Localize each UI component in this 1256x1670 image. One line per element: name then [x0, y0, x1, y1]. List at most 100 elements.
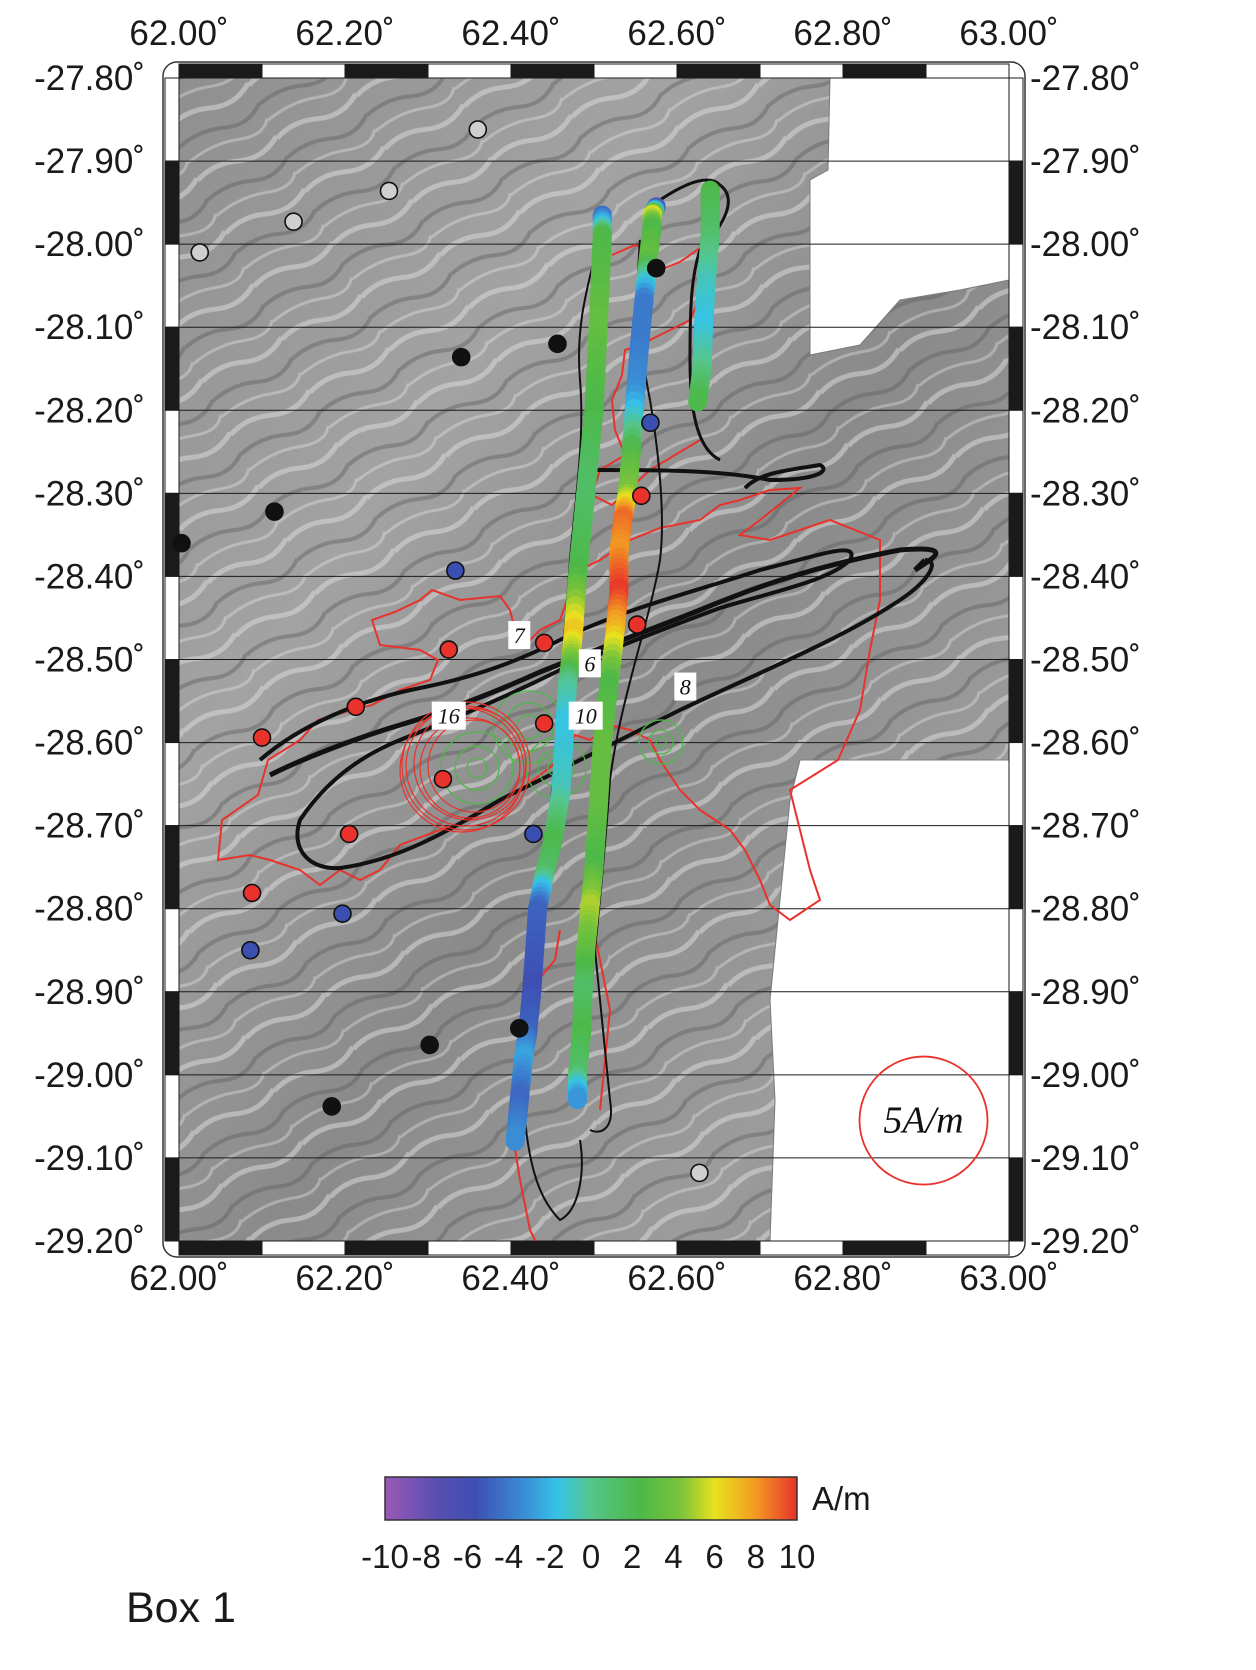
border-segment: [164, 1074, 180, 1159]
scale-circle: 5A/m: [858, 1055, 989, 1186]
border-segment: [164, 908, 180, 993]
station-marker: [379, 181, 399, 201]
station-marker: [242, 883, 262, 903]
border-segment: [164, 409, 180, 494]
lon-tick-label-top: 63.00˚: [959, 14, 1058, 53]
station-marker: [265, 502, 284, 521]
colorbar-unit: A/m: [812, 1480, 871, 1517]
station-markers: [172, 120, 709, 1183]
station-marker: [627, 615, 647, 634]
lat-tick-label-left: -28.50˚: [34, 641, 145, 680]
lat-tick-label-left: -28.20˚: [34, 391, 145, 430]
station-marker: [632, 486, 651, 506]
border-segment: [593, 63, 678, 79]
track-west: [505, 205, 612, 1151]
station-marker: [252, 728, 272, 747]
station-marker: [451, 347, 471, 367]
colorbar-tick-label: -6: [453, 1538, 482, 1575]
lat-tick-label-left: -29.10˚: [34, 1139, 145, 1178]
colorbar-tick-label: -2: [535, 1538, 564, 1575]
anomaly-label: 16: [438, 704, 460, 729]
lat-tick-label-right: -28.90˚: [1030, 973, 1141, 1012]
map-border: [164, 63, 1024, 1256]
lat-tick-label-left: -28.10˚: [34, 308, 145, 347]
anomaly-label: 10: [575, 704, 597, 729]
lon-tick-label-top: 62.60˚: [627, 14, 726, 53]
border-segment: [759, 1240, 844, 1256]
lon-tick-label-bottom: 63.00˚: [959, 1259, 1058, 1298]
station-marker: [524, 824, 543, 844]
border-segment: [1008, 492, 1024, 577]
lon-tick-label-bottom: 62.00˚: [129, 1259, 228, 1298]
colorbar-tick-label: 10: [779, 1538, 816, 1575]
border-segment: [344, 63, 429, 79]
lat-tick-label-left: -29.00˚: [34, 1056, 145, 1095]
anomaly-label-box: [508, 621, 531, 650]
border-segment: [427, 63, 512, 79]
station-marker: [534, 633, 554, 653]
border-segment: [925, 63, 1010, 79]
lon-tick-label-bottom: 62.20˚: [295, 1259, 394, 1298]
lat-tick-label-left: -28.80˚: [34, 890, 145, 929]
lat-tick-label-right: -28.40˚: [1030, 557, 1141, 596]
border-segment: [164, 991, 180, 1076]
track-segment: [688, 388, 708, 412]
border-segment: [1008, 243, 1024, 328]
border-segment: [164, 492, 180, 577]
lat-tick-label-right: -28.60˚: [1030, 724, 1141, 763]
lat-tick-label-left: -27.90˚: [34, 142, 145, 181]
border-segment: [676, 63, 761, 79]
lon-tick-label-top: 62.80˚: [793, 14, 892, 53]
tick-labels: 62.00˚ 62.00˚ 62.20˚ 62.20˚ 62.40˚ 62.40˚ 62.6…: [34, 14, 1141, 1298]
lat-tick-label-left: -28.30˚: [34, 474, 145, 513]
anomaly-label: 6: [584, 651, 595, 676]
border-segment: [261, 1240, 346, 1256]
lat-tick-label-right: -28.80˚: [1030, 890, 1141, 929]
border-segment: [164, 77, 180, 162]
anomaly-label-box: [578, 649, 601, 678]
lon-tick-label-top: 62.40˚: [461, 14, 560, 53]
track-segment: [505, 1126, 526, 1151]
border-segment: [178, 1240, 263, 1256]
border-segment: [164, 243, 180, 328]
border-segment: [1008, 326, 1024, 411]
anomaly-label-box: [568, 701, 603, 730]
border-segment: [1008, 991, 1024, 1076]
station-marker: [346, 697, 366, 717]
border-segment: [842, 63, 927, 79]
lat-tick-label-right: -28.00˚: [1030, 225, 1141, 264]
lat-tick-label-left: -28.70˚: [34, 807, 145, 846]
border-segment: [1008, 659, 1024, 744]
lat-tick-label-right: -28.10˚: [1030, 308, 1141, 347]
magnetization-tracks: [505, 180, 720, 1151]
border-segment: [510, 63, 595, 79]
scale-label: 5A/m: [883, 1100, 963, 1142]
box-label: Box 1: [126, 1584, 236, 1632]
border-segment: [261, 63, 346, 79]
lat-tick-label-left: -28.40˚: [34, 557, 145, 596]
colorbar-tick-label: 6: [705, 1538, 723, 1575]
anomaly-label: 7: [514, 623, 526, 648]
border-segment: [164, 825, 180, 910]
station-marker: [172, 533, 191, 553]
lat-tick-label-right: -29.10˚: [1030, 1139, 1141, 1178]
lat-tick-label-left: -28.00˚: [34, 225, 145, 264]
station-marker: [534, 714, 554, 733]
station-marker: [646, 258, 666, 278]
lon-tick-label-top: 62.00˚: [129, 14, 228, 53]
station-marker: [333, 904, 352, 923]
lat-tick-label-left: -27.80˚: [34, 59, 145, 98]
station-marker: [641, 413, 660, 433]
station-marker: [420, 1035, 439, 1055]
lon-tick-label-bottom: 62.80˚: [793, 1259, 892, 1298]
border-segment: [676, 1240, 761, 1256]
border-segment: [842, 1240, 927, 1256]
lat-tick-label-right: -27.90˚: [1030, 142, 1141, 181]
colorbar-tick-label: 2: [623, 1538, 641, 1575]
station-marker: [548, 334, 567, 354]
colorbar-tick-label: 8: [747, 1538, 765, 1575]
station-marker: [284, 212, 303, 232]
border-segment: [427, 1240, 512, 1256]
lat-tick-label-right: -29.20˚: [1030, 1222, 1141, 1261]
